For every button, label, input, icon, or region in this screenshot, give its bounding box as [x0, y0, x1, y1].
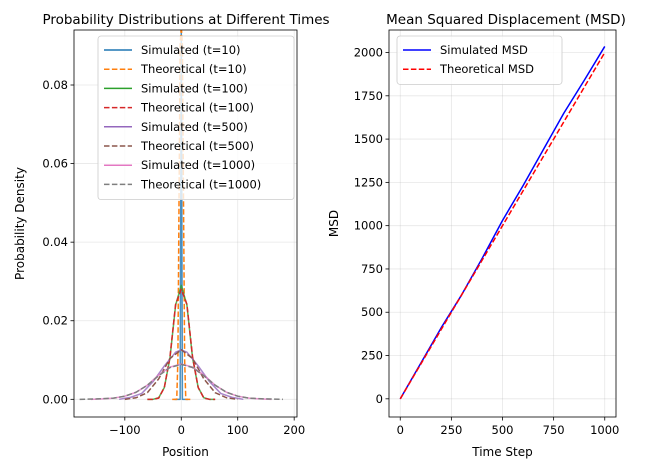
legend-label: Theoretical (t=100): [140, 101, 254, 115]
msd-chart: 0 250 500 750 1000 0 250 500 750 1000 1250 1500 1750…: [327, 12, 626, 459]
y-tick-label: 1500: [354, 132, 383, 146]
y-tick-label: 1750: [354, 89, 383, 103]
legend-label: Simulated (t=100): [141, 81, 248, 95]
y-tick-label: 750: [361, 262, 383, 276]
distribution-chart: −100 0 100 200 0.00 0.02 0.04 0.06 0.08 Probabili…: [13, 12, 330, 459]
y-tick-label: 250: [361, 349, 383, 363]
plot-area: [79, 30, 283, 401]
y-tick-label: 1000: [354, 219, 383, 233]
y-axis-label: MSD: [327, 210, 341, 237]
series-line-5: [124, 349, 238, 401]
x-tick-label: 0: [397, 423, 404, 437]
x-tick-label: −100: [109, 423, 141, 437]
x-axis-label: Time Step: [471, 445, 533, 459]
y-tick-label: 0: [376, 392, 383, 406]
series-line-1: [399, 52, 606, 400]
y-tick-label: 0.02: [42, 314, 68, 328]
legend-label: Theoretical MSD: [439, 62, 534, 76]
series-line-0: [174, 30, 189, 401]
y-tick-label: 1250: [354, 175, 383, 189]
x-tick-label: 250: [440, 423, 462, 437]
y-tick-label: 0.00: [42, 392, 68, 406]
y-axis-label: Probability Density: [13, 167, 27, 280]
axes-frame: [73, 29, 298, 418]
series-line-3: [147, 288, 216, 401]
legend-label: Simulated (t=500): [141, 120, 248, 134]
legend-label: Simulated MSD: [440, 43, 528, 57]
legend-label: Simulated (t=10): [141, 43, 241, 57]
chart-title: Mean Squared Displacement (MSD): [386, 12, 626, 28]
series-line-1: [172, 30, 191, 401]
x-tick-label: 100: [227, 423, 249, 437]
x-tick-label: 750: [543, 423, 565, 437]
x-axis-label: Position: [162, 445, 209, 459]
legend-box: [97, 35, 295, 201]
y-tick-label: 0.08: [42, 78, 68, 92]
x-tick-label: 0: [178, 423, 185, 437]
y-tick-label: 0.04: [42, 235, 68, 249]
y-tick-label: 2000: [354, 46, 383, 60]
x-tick-label: 500: [492, 423, 514, 437]
x-tick-label: 1000: [590, 423, 619, 437]
legend-label: Simulated (t=1000): [141, 158, 255, 172]
x-tick-label: 200: [283, 423, 305, 437]
chart-title: Probability Distributions at Different T…: [42, 12, 329, 28]
legend-box: [396, 35, 563, 85]
legend-label: Theoretical (t=1000): [140, 177, 261, 191]
legend-label: Theoretical (t=10): [140, 62, 247, 76]
series-line-7: [79, 363, 283, 401]
y-tick-label: 500: [361, 305, 383, 319]
y-tick-label: 0.06: [42, 157, 68, 171]
legend-label: Theoretical (t=500): [140, 139, 254, 153]
plot-area: [399, 46, 606, 400]
